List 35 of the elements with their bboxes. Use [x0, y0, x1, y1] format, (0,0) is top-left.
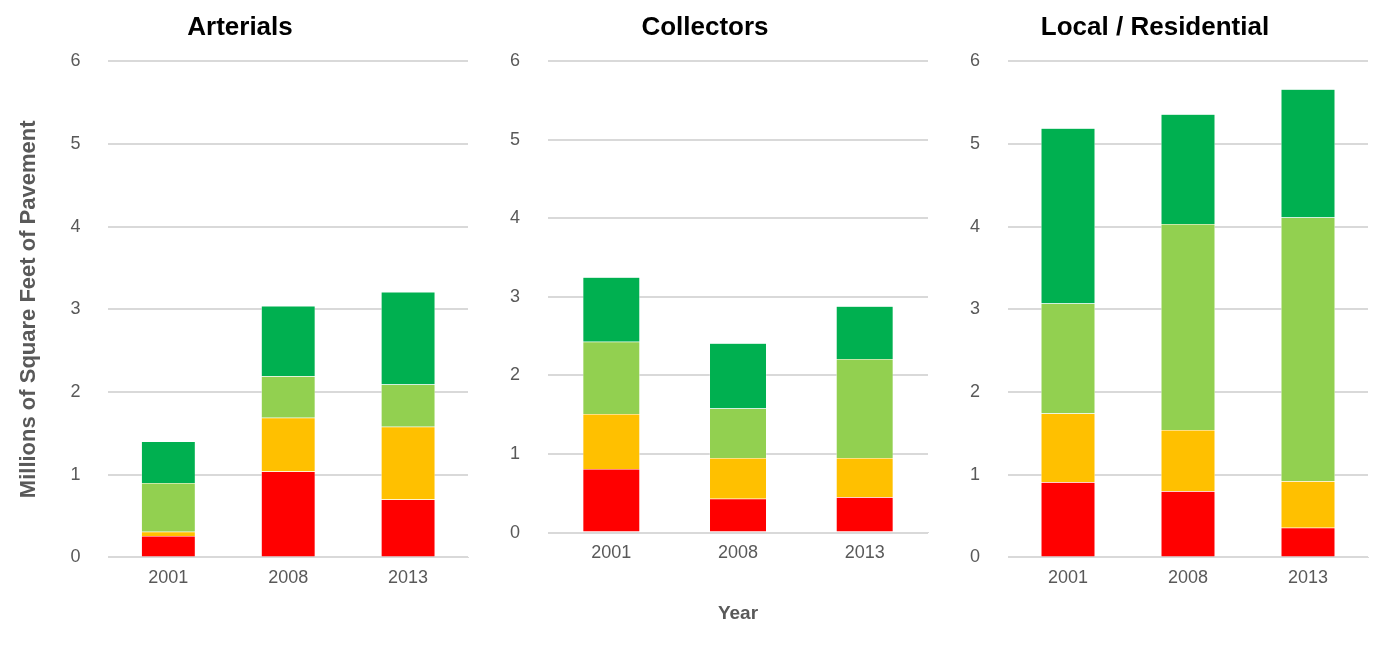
y-tick-label: 2	[970, 380, 981, 401]
x-tick-label: 2008	[1167, 567, 1209, 588]
x-tick-label: 2001	[1047, 567, 1089, 588]
x-tick-label: 2013	[388, 567, 429, 588]
y-tick-label: 3	[970, 298, 981, 319]
chart-title: Local / Residential	[1040, 10, 1270, 41]
chart-title: Collectors	[641, 10, 769, 41]
x-tick-label: 2013	[1287, 567, 1329, 588]
y-tick-label: 4	[510, 207, 521, 228]
chart-title: Arterials	[187, 10, 293, 41]
y-tick-label: 0	[70, 546, 81, 567]
y-tick-label: 2	[510, 364, 521, 385]
y-tick-label: 3	[70, 298, 81, 319]
x-tick-label: 2008	[717, 542, 759, 563]
y-tick-label: 0	[510, 521, 521, 542]
y-tick-label: 6	[70, 50, 81, 71]
y-tick-label: 0	[970, 546, 981, 567]
y-tick-label: 1	[970, 463, 981, 484]
y-tick-label: 5	[70, 132, 81, 153]
y-tick-label: 5	[510, 128, 521, 149]
x-tick-label: 2001	[591, 542, 632, 563]
x-tick-label: 2008	[268, 567, 309, 588]
x-tick-label: 2001	[148, 567, 189, 588]
y-tick-label: 5	[970, 132, 981, 153]
x-axis-title: Year	[717, 601, 759, 623]
y-tick-label: 4	[970, 215, 981, 236]
y-axis-title: Millions of Square Feet of Pavement	[15, 119, 41, 499]
y-tick-label: 2	[70, 380, 81, 401]
y-tick-label: 6	[970, 50, 981, 71]
x-tick-label: 2013	[844, 542, 885, 563]
y-tick-label: 3	[510, 285, 521, 306]
y-tick-label: 1	[510, 443, 521, 463]
y-tick-label: 1	[70, 463, 81, 484]
y-tick-label: 4	[70, 215, 81, 236]
y-tick-label: 6	[510, 50, 521, 71]
